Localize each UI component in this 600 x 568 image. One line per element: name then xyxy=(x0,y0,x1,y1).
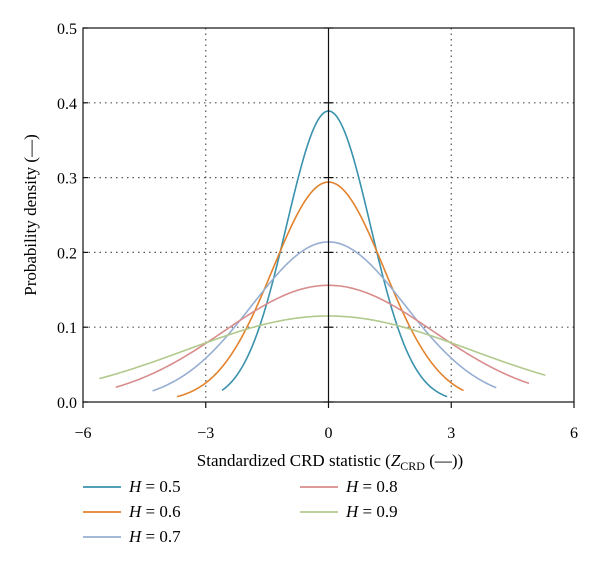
y-tick-label: 0.1 xyxy=(57,320,77,337)
legend-label: H = 0.9 xyxy=(345,502,398,521)
series-line-h-0-8 xyxy=(115,284,530,389)
y-tick-label: 0.2 xyxy=(57,245,77,262)
x-ticks: −6 −3 0 3 6 xyxy=(74,402,578,442)
legend-label: H = 0.7 xyxy=(128,527,181,546)
series-line-h-0-9 xyxy=(99,315,546,380)
x-tick-label: −3 xyxy=(197,425,214,442)
grid xyxy=(83,28,574,402)
x-tick-label: −6 xyxy=(74,425,91,442)
series-line-h-0-7 xyxy=(152,241,497,392)
series-line-h-0-6 xyxy=(176,181,464,398)
axes xyxy=(82,27,575,403)
curves xyxy=(99,110,546,398)
x-tick-label: 6 xyxy=(570,425,578,442)
legend-label: H = 0.5 xyxy=(128,477,181,496)
y-tick-label: 0.0 xyxy=(57,395,77,412)
legend: H = 0.5 H = 0.6 H = 0.7 H = 0.8 H = 0.9 xyxy=(83,477,398,546)
x-axis-label: Standardized CRD statistic (ZCRD (—)) xyxy=(197,451,463,473)
x-tick-label: 0 xyxy=(325,425,333,442)
y-tick-label: 0.5 xyxy=(57,21,77,38)
y-tick-label: 0.4 xyxy=(57,96,77,113)
y-tick-label: 0.3 xyxy=(57,171,77,188)
legend-label: H = 0.8 xyxy=(345,477,398,496)
y-ticks: 0.0 0.1 0.2 0.3 0.4 0.5 xyxy=(57,21,334,412)
y-axis-label: Probability density (—) xyxy=(21,134,40,295)
series-line-h-0-5 xyxy=(221,110,448,398)
x-tick-label: 3 xyxy=(447,425,455,442)
legend-label: H = 0.6 xyxy=(128,502,181,521)
